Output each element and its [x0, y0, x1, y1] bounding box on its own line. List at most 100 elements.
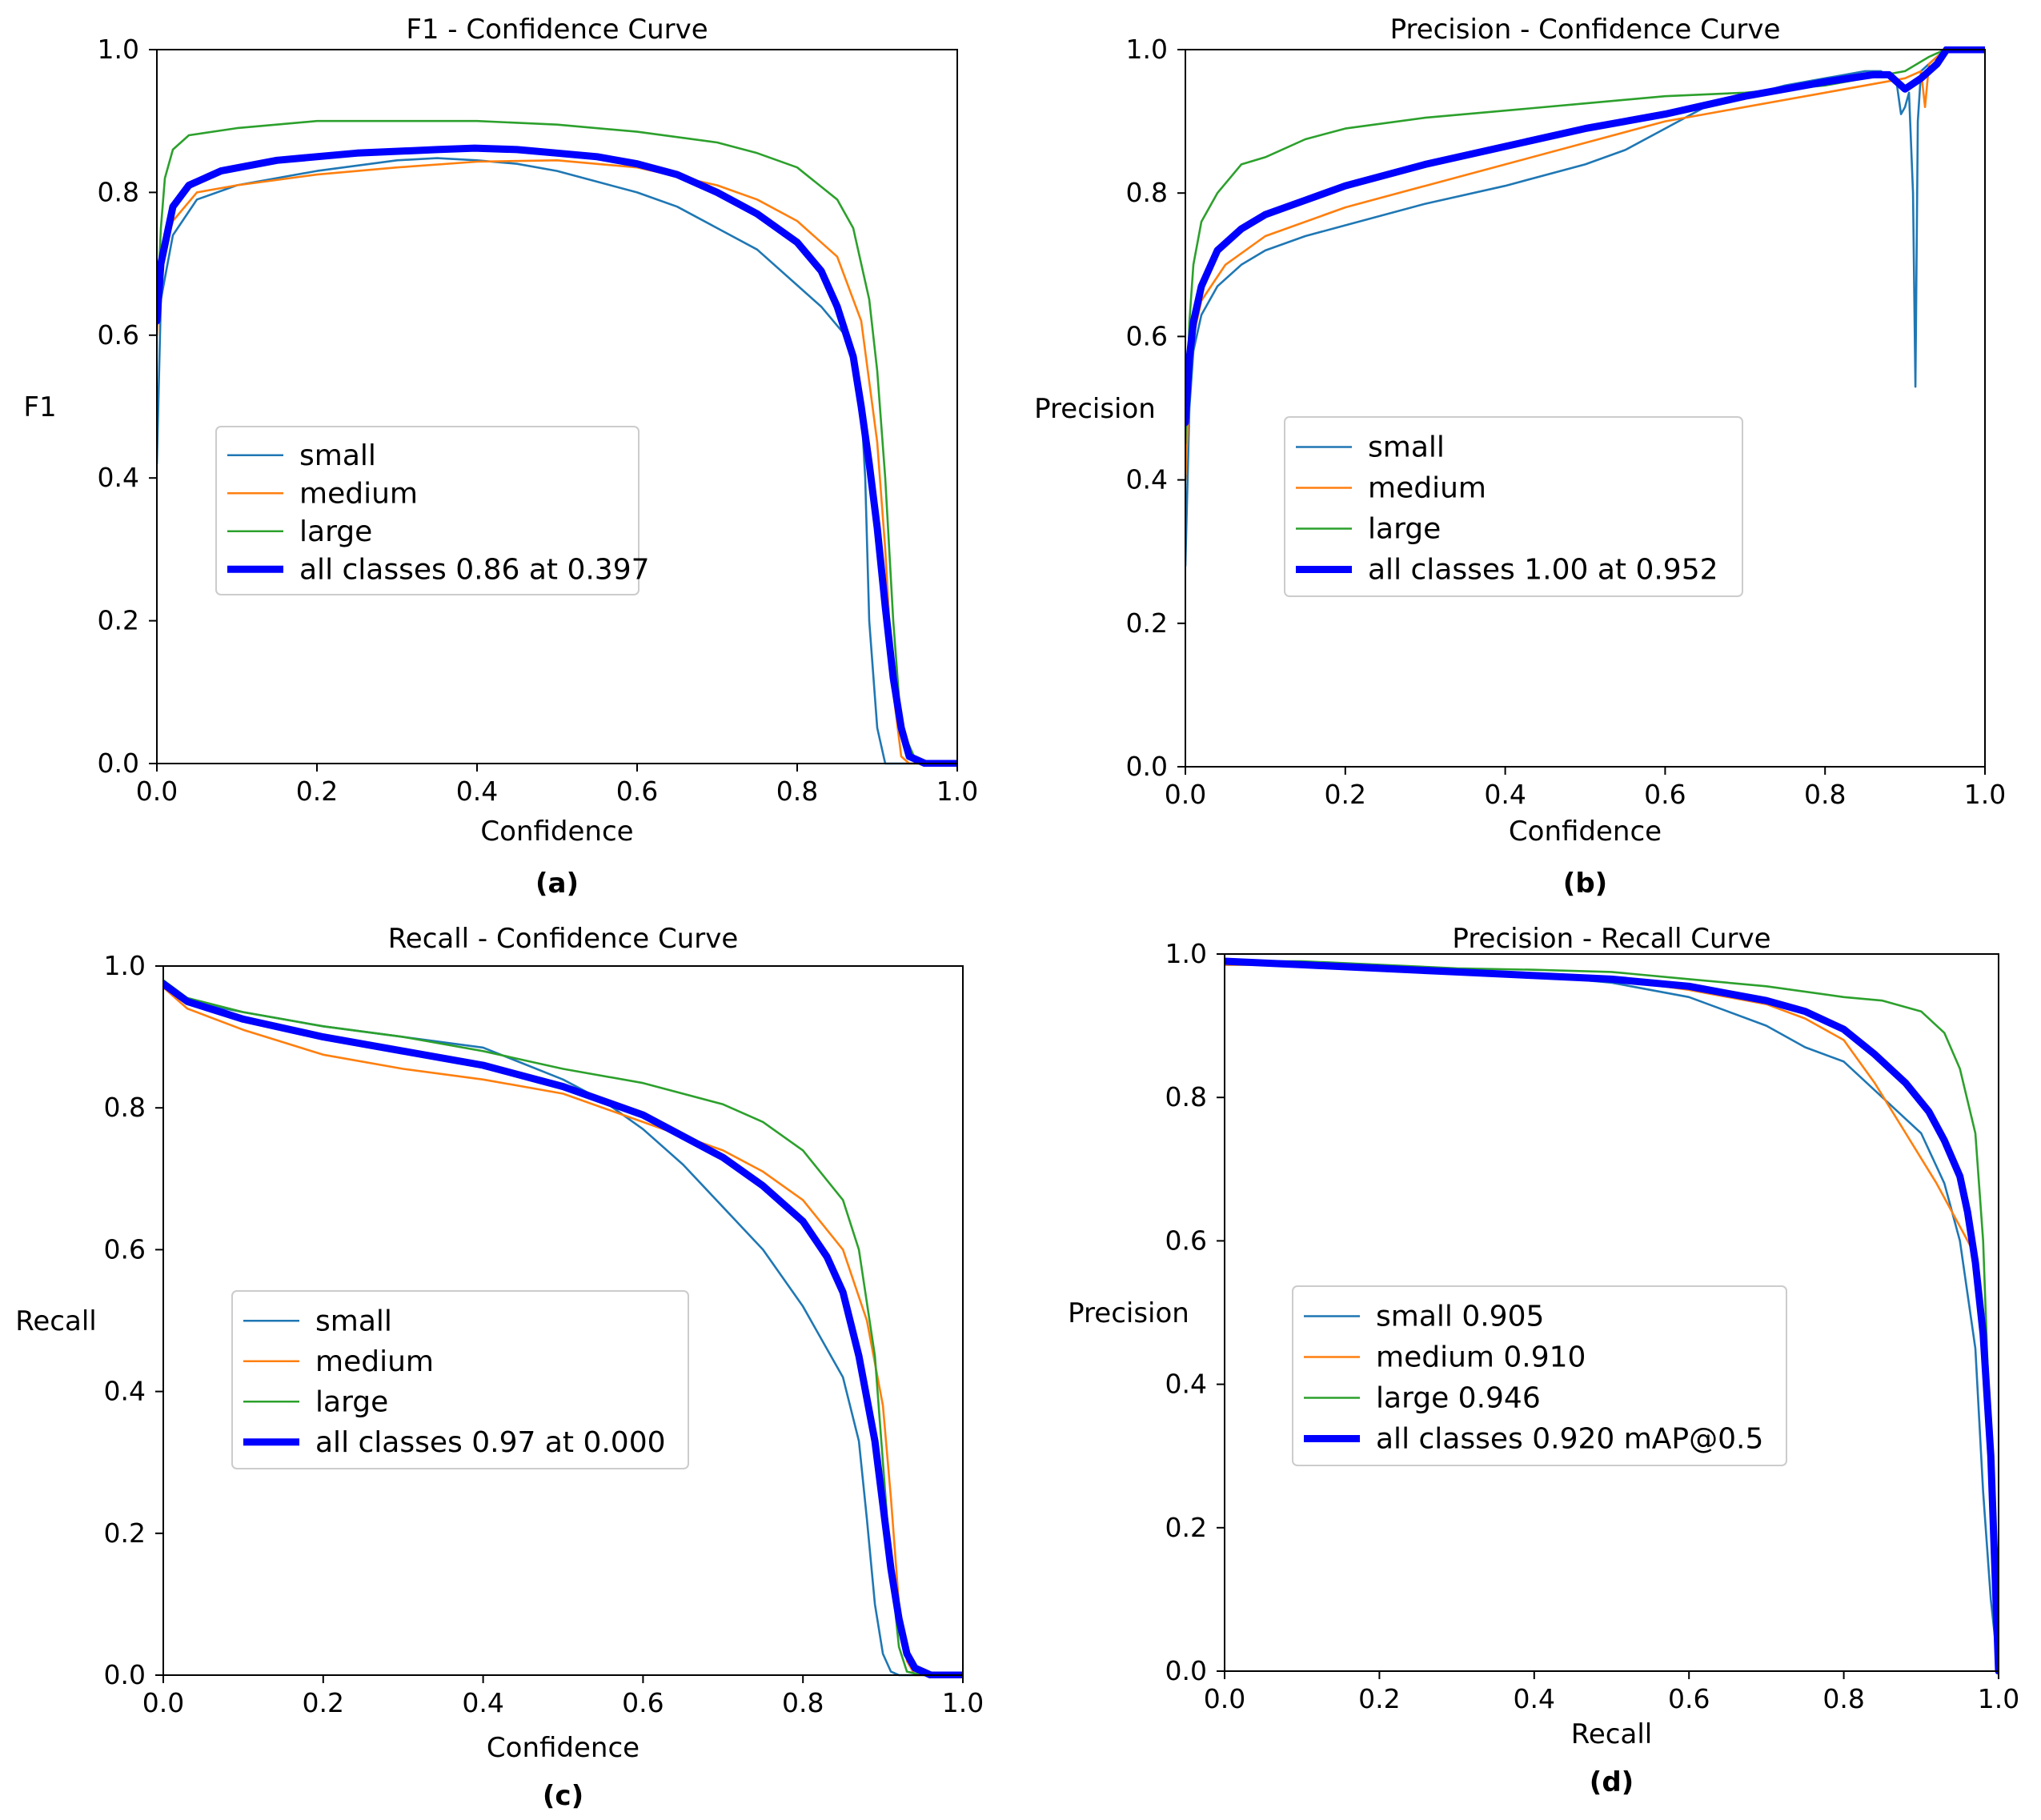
legend-entry-medium: medium — [1368, 472, 1486, 505]
series-line-large — [1185, 48, 1985, 446]
legend-box — [215, 426, 640, 595]
chart-title: Recall - Confidence Curve — [388, 923, 739, 955]
legend-entry-large: large — [315, 1385, 388, 1418]
panel-label: (a) — [535, 868, 579, 900]
y-tick-label: 0.4 — [104, 1376, 146, 1407]
legend-entry-small: small — [299, 439, 376, 472]
chart-panel-d: Precision - Recall Curve 0.0 0.2 0.4 0.6 0.8 1… — [1068, 923, 2019, 1798]
y-tick-label: 0.0 — [104, 1659, 146, 1690]
chart-title: Precision - Recall Curve — [1452, 923, 1770, 955]
y-tick-label: 0.2 — [104, 1517, 146, 1549]
legend-entry-large: large — [299, 515, 372, 548]
x-tick-label: 1.0 — [936, 776, 978, 807]
x-tick-label: 0.8 — [776, 776, 818, 807]
x-tick-label: 1.0 — [1964, 779, 2006, 810]
y-axis-label: Recall — [15, 1305, 96, 1337]
x-tick-label: 0.0 — [1204, 1683, 1245, 1714]
x-tick-label: 0.4 — [456, 776, 498, 807]
x-tick-label: 1.0 — [1978, 1683, 2019, 1714]
y-tick-label: 0.8 — [104, 1092, 146, 1123]
plot-frame — [162, 965, 964, 1676]
series-line-large — [163, 979, 963, 1677]
plot-frame — [156, 49, 958, 764]
y-tick-label: 0.6 — [98, 319, 139, 351]
y-tick-label: 0.8 — [98, 176, 139, 207]
plot-frame — [1224, 953, 1999, 1672]
y-tick-label: 0.4 — [98, 462, 139, 493]
chart-title: Precision - Confidence Curve — [1390, 14, 1781, 46]
x-tick-label: 0.2 — [1358, 1683, 1400, 1714]
x-tick-label: 0.8 — [782, 1687, 824, 1718]
y-tick-label: 0.2 — [98, 605, 139, 636]
x-tick-label: 0.6 — [616, 776, 658, 807]
panel-label: (c) — [543, 1780, 583, 1812]
y-tick-label: 1.0 — [98, 34, 139, 65]
x-tick-label: 0.8 — [1804, 779, 1846, 810]
y-axis-label: Precision — [1034, 393, 1156, 425]
x-tick-label: 0.6 — [1644, 779, 1686, 810]
x-axis-label: Confidence — [480, 816, 633, 848]
chart-title: F1 - Confidence Curve — [406, 14, 708, 46]
panel-label: (b) — [1563, 868, 1607, 900]
y-tick-label: 1.0 — [1126, 34, 1168, 65]
legend-entry-medium: medium — [299, 477, 418, 510]
y-axis-label: Precision — [1068, 1297, 1189, 1329]
y-axis-label: F1 — [23, 391, 56, 423]
series-group — [157, 119, 957, 767]
y-tick-label: 1.0 — [104, 950, 146, 981]
legend-entry-medium: medium 0.910 — [1376, 1341, 1586, 1374]
chart-panel-a: F1 - Confidence Curve 0.0 0.2 0.4 0.6 0.8 1.0 0… — [23, 14, 978, 900]
x-tick-label: 0.4 — [462, 1687, 503, 1718]
x-tick-label: 0.8 — [1822, 1683, 1864, 1714]
x-tick-label: 1.0 — [942, 1687, 984, 1718]
series-line-large — [157, 119, 957, 765]
legend-entry-all: all classes 0.97 at 0.000 — [315, 1426, 666, 1459]
x-tick-label: 0.0 — [1165, 779, 1206, 810]
y-tick-label: 0.0 — [98, 748, 139, 779]
legend-entry-small: small — [315, 1305, 392, 1337]
chart-panel-b: Precision - Confidence Curve 0.0 0.2 0.4 0.6… — [1034, 14, 2006, 900]
x-axis-label: Confidence — [487, 1732, 640, 1764]
legend-entry-large: large 0.946 — [1376, 1382, 1541, 1415]
legend: small medium large all classes 0.97 at 0.00… — [231, 1290, 689, 1469]
legend-entry-large: large — [1368, 513, 1441, 546]
legend-entry-medium: medium — [315, 1345, 434, 1378]
x-axis-label: Recall — [1571, 1718, 1652, 1750]
y-tick-label: 0.6 — [1126, 320, 1168, 351]
y-tick-label: 0.4 — [1165, 1369, 1207, 1400]
y-tick-label: 0.4 — [1126, 464, 1168, 495]
x-tick-label: 0.4 — [1514, 1683, 1555, 1714]
legend-box — [231, 1290, 689, 1469]
y-tick-label: 0.8 — [1126, 177, 1168, 208]
series-line-all — [1185, 46, 1985, 427]
x-axis-label: Confidence — [1509, 816, 1662, 848]
plot-frame — [1185, 49, 1986, 768]
legend: small 0.905 medium 0.910 large 0.946 all cl… — [1292, 1285, 1787, 1466]
legend-entry-all: all classes 0.86 at 0.397 — [299, 553, 650, 586]
y-tick-label: 0.0 — [1165, 1655, 1207, 1686]
x-tick-label: 0.0 — [142, 1687, 184, 1718]
x-tick-label: 0.0 — [136, 776, 178, 807]
y-tick-label: 0.2 — [1165, 1512, 1207, 1543]
y-tick-label: 0.6 — [104, 1233, 146, 1265]
series-line-all — [163, 980, 963, 1678]
legend-entry-all: all classes 0.920 mAP@0.5 — [1376, 1423, 1763, 1456]
x-tick-label: 0.2 — [303, 1687, 344, 1718]
x-tick-label: 0.6 — [622, 1687, 664, 1718]
y-tick-label: 0.6 — [1165, 1225, 1207, 1256]
series-line-medium — [1185, 48, 1985, 481]
x-tick-label: 0.2 — [1325, 779, 1366, 810]
x-tick-label: 0.2 — [296, 776, 338, 807]
series-line-all — [1225, 957, 1999, 1674]
series-group — [1185, 46, 1985, 567]
legend-box — [1284, 416, 1743, 597]
y-tick-label: 0.8 — [1165, 1081, 1207, 1112]
legend: small medium large all classes 1.00 at 0.95… — [1284, 416, 1743, 597]
legend-box — [1292, 1285, 1787, 1466]
x-tick-label: 0.6 — [1668, 1683, 1710, 1714]
y-tick-label: 0.0 — [1126, 751, 1168, 782]
panel-label: (d) — [1590, 1766, 1634, 1798]
series-group — [1225, 957, 1999, 1674]
x-tick-label: 0.4 — [1484, 779, 1526, 810]
